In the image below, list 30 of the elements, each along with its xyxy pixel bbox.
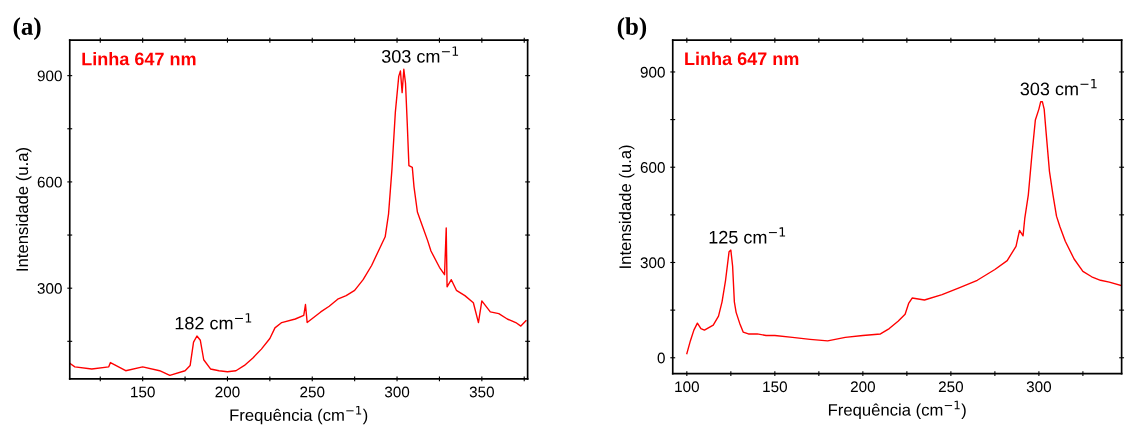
chart-title: (b) (617, 17, 647, 40)
x-tick-label: 200 (850, 381, 876, 393)
x-tick-label: 250 (938, 381, 964, 393)
x-tick-label: 150 (763, 381, 787, 393)
annotation: 125 cm$^{−1}$ (709, 227, 786, 244)
y-axis-title: Intensidade (u.a) (15, 148, 32, 271)
annotation: 303 cm$^{−1}$ (1020, 79, 1097, 96)
y-tick-label: 300 (640, 257, 665, 269)
annotation: Linha 647 nm (685, 51, 799, 66)
y-tick-label: 900 (37, 70, 62, 82)
x-axis-title: Frequência (cm$^{−1}$) (230, 405, 368, 425)
annotation: 182 cm$^{−1}$ (175, 313, 252, 330)
chart-title: (a) (13, 17, 41, 40)
x-tick-label: 300 (384, 386, 410, 398)
y-axis-title: Intensidade (u.a) (618, 145, 635, 268)
x-tick-label: 100 (675, 381, 699, 393)
y-tick-label: 600 (37, 176, 62, 188)
x-tick-label: 150 (131, 386, 155, 398)
x-tick-label: 250 (300, 386, 325, 398)
y-tick-label: 300 (37, 283, 62, 294)
x-tick-label: 300 (1026, 381, 1052, 393)
x-tick-label: 200 (215, 386, 240, 398)
annotation: Linha 647 nm (82, 52, 196, 66)
y-tick-label: 0 (657, 352, 665, 364)
x-tick-label: 350 (469, 386, 494, 398)
line-series (686, 101, 1122, 355)
annotation: 303 cm$^{−1}$ (381, 46, 459, 63)
x-axis-title: Frequência (cm$^{−1}$) (828, 400, 966, 420)
y-tick-label: 900 (640, 66, 665, 78)
y-tick-label: 600 (640, 162, 665, 173)
